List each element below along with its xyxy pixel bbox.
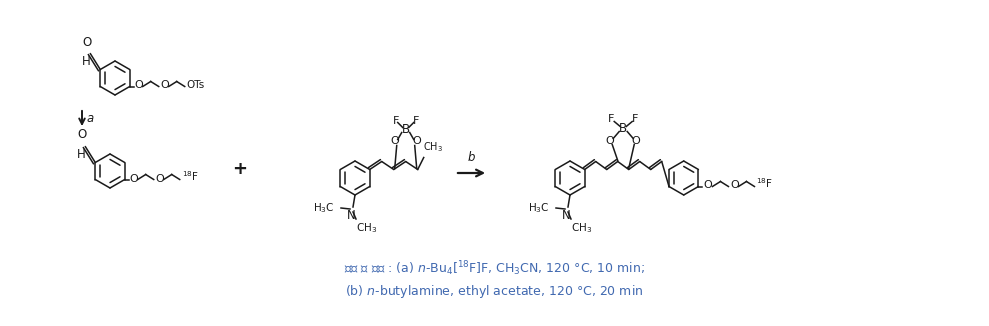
Text: O: O [130, 173, 138, 184]
Text: H: H [82, 55, 91, 68]
Text: O: O [731, 181, 739, 190]
Text: (b) $n$-butylamine, ethyl acetate, 120 °C, 20 min: (b) $n$-butylamine, ethyl acetate, 120 °… [345, 283, 643, 300]
Text: O: O [391, 137, 400, 146]
Text: N: N [346, 209, 355, 222]
Text: F: F [393, 115, 399, 126]
Text: O: O [606, 136, 614, 145]
Text: CH$_3$: CH$_3$ [571, 221, 592, 235]
Text: F: F [632, 114, 639, 125]
Text: +: + [232, 160, 247, 178]
Text: $^{18}$F: $^{18}$F [182, 170, 199, 184]
Text: a: a [87, 111, 94, 125]
Text: H$_3$C: H$_3$C [528, 201, 550, 215]
Text: OTs: OTs [187, 81, 205, 91]
Text: H: H [77, 148, 86, 161]
Text: B: B [402, 123, 409, 136]
Text: O: O [412, 137, 421, 146]
Text: H$_3$C: H$_3$C [314, 201, 335, 215]
Text: CH$_3$: CH$_3$ [356, 221, 377, 235]
Text: b: b [468, 151, 476, 164]
Text: O: O [155, 173, 164, 184]
Text: F: F [608, 114, 614, 125]
Text: 시약 및 조건 : (a) $n$-Bu$_4$[$^{18}$F]F, CH$_3$CN, 120 °C, 10 min;: 시약 및 조건 : (a) $n$-Bu$_4$[$^{18}$F]F, CH$… [343, 259, 645, 278]
Text: N: N [562, 209, 571, 222]
Text: CH$_3$: CH$_3$ [422, 140, 443, 154]
Text: O: O [83, 36, 92, 49]
Text: $^{18}$F: $^{18}$F [757, 177, 773, 190]
Text: O: O [703, 181, 712, 190]
Text: B: B [619, 122, 627, 135]
Text: O: O [632, 136, 641, 145]
Text: F: F [412, 115, 419, 126]
Text: O: O [78, 128, 87, 141]
Text: O: O [161, 81, 169, 91]
Text: O: O [135, 81, 143, 91]
